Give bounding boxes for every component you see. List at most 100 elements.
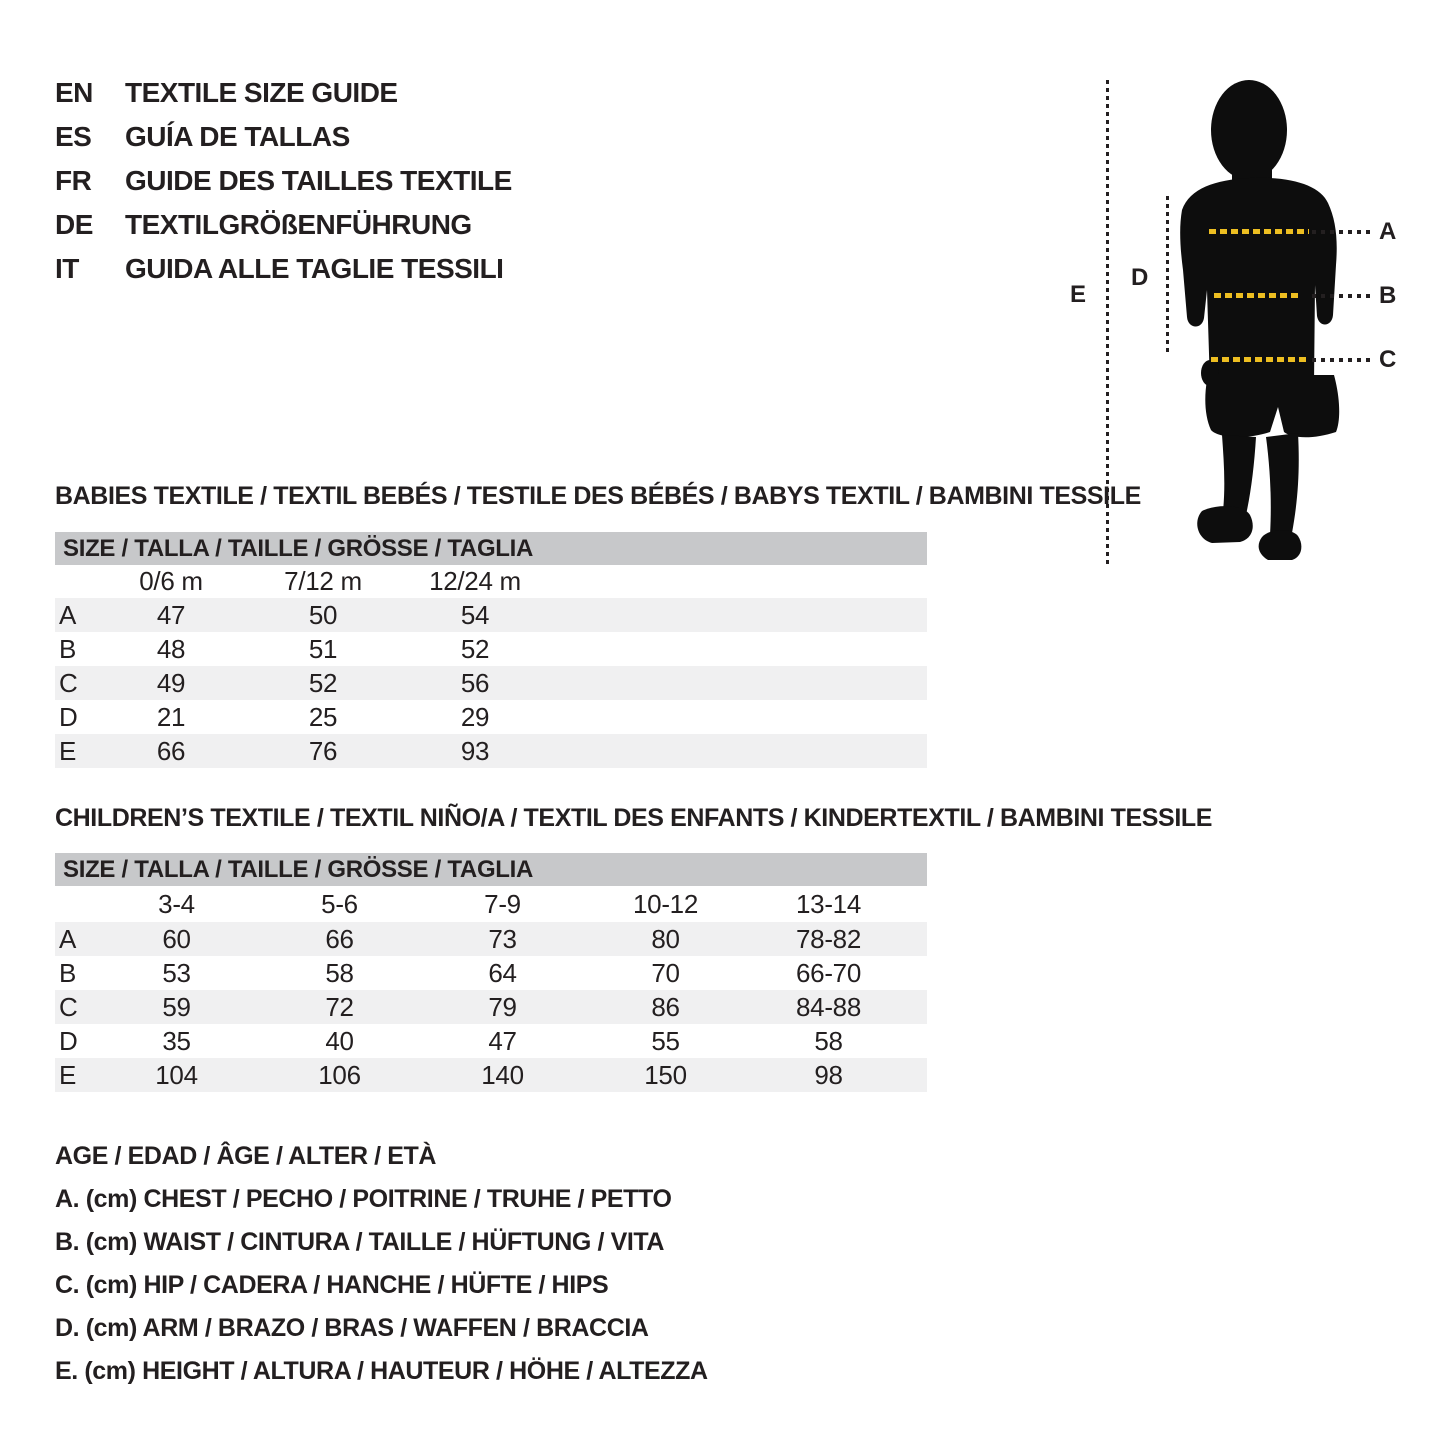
table-cell: 52 (308, 667, 338, 698)
column-header: 13-14 (796, 888, 861, 919)
table-row: E 66 76 93 (55, 734, 927, 768)
table-cell: 106 (318, 1059, 361, 1090)
babies-size-header-bar: SIZE / TALLA / TAILLE / GRÖSSE / TAGLIA (55, 532, 927, 565)
table-cell: 56 (460, 667, 490, 698)
table-cell: 104 (155, 1059, 198, 1090)
table-cell: 59 (162, 991, 191, 1022)
language-code: IT (55, 253, 79, 284)
table-cell: 51 (308, 633, 338, 664)
table-cell: 84-88 (796, 991, 861, 1022)
column-header: 7/12 m (284, 566, 362, 596)
arm-measure-label: D (1131, 264, 1149, 291)
table-cell: 72 (325, 991, 354, 1022)
table-cell: 47 (488, 1025, 517, 1056)
chest-measure-label: A (1379, 218, 1397, 245)
hip-pointer-dotted-line (1312, 358, 1370, 362)
language-title: GUIDE DES TAILLES TEXTILE (125, 165, 512, 196)
table-cell: 35 (162, 1025, 191, 1056)
children-section-title: CHILDREN’S TEXTILE / TEXTIL NIÑO/A / TEX… (55, 804, 1213, 832)
table-cell: 54 (460, 599, 490, 630)
row-label: C (59, 991, 78, 1022)
table-cell: 47 (156, 599, 186, 630)
table-row: C 59 72 79 86 84-88 (55, 990, 927, 1024)
column-header: 3-4 (158, 888, 195, 919)
table-cell: 140 (481, 1059, 524, 1090)
row-label: D (59, 701, 78, 732)
babies-section-title: BABIES TEXTILE / TEXTIL BEBÉS / TESTILE … (55, 482, 1141, 510)
language-code: DE (55, 209, 93, 240)
table-cell: 66 (325, 923, 354, 954)
table-cell: 64 (488, 957, 517, 988)
table-row: A 60 66 73 80 78-82 (55, 922, 927, 956)
row-label: E (59, 735, 77, 766)
hip-measure-dash-line (1211, 357, 1307, 362)
waist-measure-label: B (1379, 282, 1397, 309)
table-row: D 21 25 29 (55, 700, 927, 734)
language-title-list: EN TEXTILE SIZE GUIDE ES GUÍA DE TALLAS … (55, 71, 512, 291)
child-silhouette-figure (1170, 75, 1350, 565)
table-cell: 76 (308, 735, 338, 766)
language-row: FR GUIDE DES TAILLES TEXTILE (55, 159, 512, 203)
child-silhouette-icon (1180, 80, 1340, 560)
table-cell: 58 (814, 1025, 843, 1056)
table-cell: 80 (651, 923, 680, 954)
table-cell: 78-82 (796, 923, 861, 954)
table-cell: 49 (156, 667, 186, 698)
row-label: B (59, 957, 77, 988)
language-row: EN TEXTILE SIZE GUIDE (55, 71, 512, 115)
babies-size-table: SIZE / TALLA / TAILLE / GRÖSSE / TAGLIA … (55, 532, 927, 768)
table-cell: 93 (460, 735, 490, 766)
table-cell: 150 (644, 1059, 687, 1090)
table-cell: 98 (814, 1059, 843, 1090)
table-cell: 21 (156, 701, 186, 732)
table-row: B 53 58 64 70 66-70 (55, 956, 927, 990)
column-header: 5-6 (321, 888, 358, 919)
language-title: GUIDA ALLE TAGLIE TESSILI (125, 253, 504, 284)
table-cell: 66 (156, 735, 186, 766)
legend-arm-line: D. (cm) ARM / BRAZO / BRAS / WAFFEN / BR… (55, 1314, 649, 1342)
column-header: 12/24 m (429, 566, 521, 596)
language-title: TEXTILE SIZE GUIDE (125, 77, 398, 108)
row-label: A (59, 599, 77, 630)
table-cell: 25 (308, 701, 338, 732)
table-cell: 60 (162, 923, 191, 954)
table-row: A 47 50 54 (55, 598, 927, 632)
table-cell: 55 (651, 1025, 680, 1056)
arm-measure-dotted-line (1166, 196, 1169, 352)
column-header: 10-12 (633, 888, 698, 919)
legend-waist-line: B. (cm) WAIST / CINTURA / TAILLE / HÜFTU… (55, 1228, 665, 1256)
table-cell: 48 (156, 633, 186, 664)
hip-measure-label: C (1379, 346, 1397, 373)
row-label: D (59, 1025, 78, 1056)
height-measure-dotted-line (1106, 80, 1109, 564)
children-size-table: SIZE / TALLA / TAILLE / GRÖSSE / TAGLIA … (55, 853, 927, 1092)
table-row: D 35 40 47 55 58 (55, 1024, 927, 1058)
language-code: EN (55, 77, 93, 108)
height-measure-label: E (1070, 281, 1087, 308)
table-row: B 48 51 52 (55, 632, 927, 666)
language-row: ES GUÍA DE TALLAS (55, 115, 512, 159)
table-cell: 73 (488, 923, 517, 954)
legend-height-line: E. (cm) HEIGHT / ALTURA / HAUTEUR / HÖHE… (55, 1357, 708, 1385)
row-label: B (59, 633, 77, 664)
row-label: C (59, 667, 78, 698)
table-row: E 104 106 140 150 98 (55, 1058, 927, 1092)
legend-age-line: AGE / EDAD / ÂGE / ALTER / ETÀ (55, 1142, 437, 1170)
column-header: 0/6 m (139, 566, 203, 596)
language-row: IT GUIDA ALLE TAGLIE TESSILI (55, 247, 512, 291)
children-column-header-row: 3-4 5-6 7-9 10-12 13-14 (55, 886, 927, 922)
table-cell: 29 (460, 701, 490, 732)
language-row: DE TEXTILGRÖßENFÜHRUNG (55, 203, 512, 247)
language-title: GUÍA DE TALLAS (125, 121, 350, 152)
table-cell: 58 (325, 957, 354, 988)
language-code: FR (55, 165, 92, 196)
row-label: E (59, 1059, 77, 1090)
table-cell: 86 (651, 991, 680, 1022)
row-label: A (59, 923, 77, 954)
waist-pointer-dotted-line (1312, 294, 1370, 298)
babies-column-header-row: 0/6 m 7/12 m 12/24 m (55, 565, 927, 598)
table-cell: 79 (488, 991, 517, 1022)
waist-measure-dash-line (1214, 293, 1302, 298)
chest-measure-dash-line (1209, 229, 1309, 234)
